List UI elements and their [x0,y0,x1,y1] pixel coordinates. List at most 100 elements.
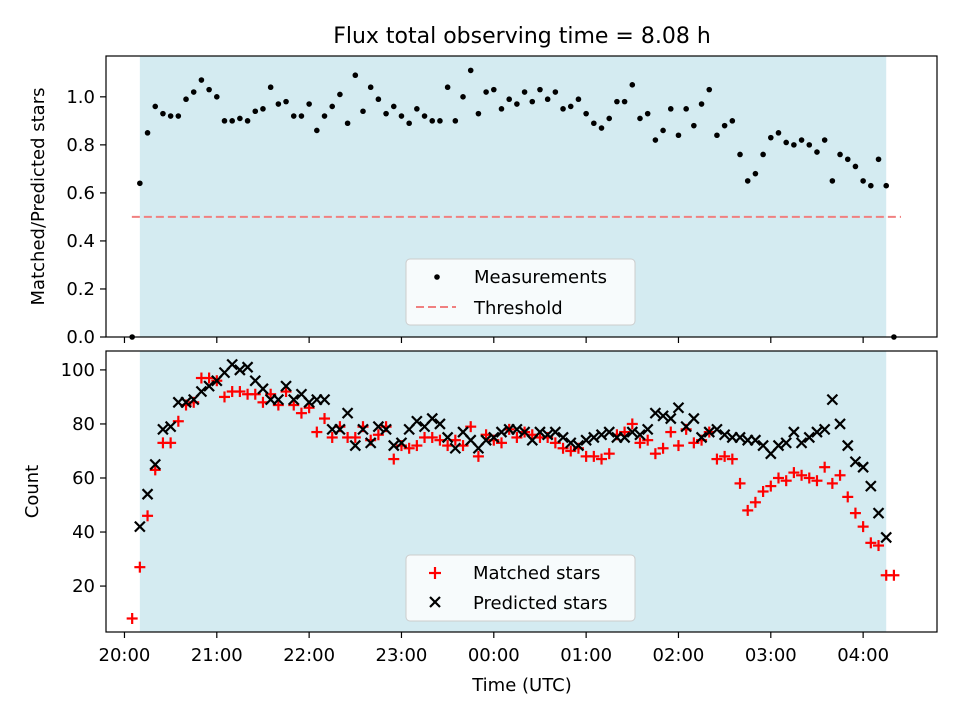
measurement-point [144,130,151,136]
measurement-point [283,98,289,105]
measurement-point [783,139,789,146]
measurement-point [768,134,774,141]
measurement-point [660,127,666,134]
predicted-star-point [387,439,400,452]
bottom-x-axis: 20:00 21:00 22:00 23:00 00:00 01:00 02:00 03:00… [99,632,889,666]
measurement-point [337,91,343,98]
measurement-point [460,94,466,100]
measurement-point [206,86,212,93]
measurement-point [360,108,366,115]
measurement-point [329,103,336,110]
predicted-star-point [695,431,708,444]
measurement-point [560,106,566,112]
matched-star-point [411,440,423,452]
bottom-x-tick-label: 01:00 [560,645,612,666]
matched-star-point [672,440,684,452]
predicted-star-point [203,380,215,392]
predicted-star-point [334,423,346,436]
measurement-point [167,113,174,119]
bottom-y-axis: 20 40 60 80 100 [61,360,106,597]
predicted-star-point [357,423,369,436]
measurement-point [691,122,697,129]
matched-star-point [719,450,731,462]
predicted-star-point [287,393,300,406]
measurement-point [275,101,282,107]
predicted-star-point [495,426,508,438]
matched-star-point [742,504,754,516]
top-x-axis [123,337,864,343]
measurement-point [667,106,674,112]
matched-star-point [634,437,646,449]
matched-star-point [819,461,831,473]
matched-star-point [772,472,784,484]
measurement-point [614,98,620,105]
measurement-point [591,120,597,127]
measurement-point [629,82,636,88]
measurement-point [452,118,459,124]
predicted-star-point [857,461,869,473]
predicted-star-point [580,434,592,446]
legend-matched-label: Matched stars [473,563,600,584]
matched-star-point [734,477,746,489]
measurement-point [529,98,536,105]
predicted-star-point [595,428,608,441]
predicted-star-point [803,431,816,444]
predicted-star-point [134,520,146,533]
measurement-point [775,130,782,136]
measurement-point [137,180,143,187]
matched-star-point [873,540,885,552]
matched-star-point [857,521,869,533]
matched-star-point [311,426,323,438]
measurement-point [683,106,689,112]
predicted-star-point [834,418,846,430]
bottom-x-tick-label: 00:00 [468,645,520,666]
predicted-star-point [588,431,600,444]
measurement-point [429,118,436,124]
matched-star-point [149,464,161,476]
measurement-point [860,178,866,184]
predicted-star-point [164,420,177,433]
predicted-star-point [241,361,254,373]
measurement-point [298,113,305,119]
bottom-y-tick-label: 80 [72,414,95,435]
bottom-y-axis-label: Count [22,465,43,518]
matched-star-point [234,386,246,398]
matched-star-point [826,477,838,489]
predicted-star-point [488,431,500,444]
predicted-star-point [434,418,446,430]
measurement-point [814,149,820,155]
predicted-star-point [180,396,192,409]
measurement-point [637,115,643,122]
bottom-x-axis-label: Time (UTC) [471,675,572,696]
predicted-star-point [649,407,662,419]
predicted-star-point [872,507,885,519]
measurement-point [214,94,220,100]
predicted-star-point [641,423,654,436]
predicted-star-point [318,393,331,406]
predicted-star-point [688,412,700,425]
matched-star-point [596,453,608,465]
matched-star-point [472,450,484,462]
matched-star-point [796,469,808,481]
predicted-star-point [149,458,162,471]
bottom-legend: Matched stars Predicted stars [405,554,636,622]
bottom-x-tick-label: 02:00 [653,645,705,666]
measurement-point [406,120,412,127]
matched-star-point [142,510,154,522]
matched-star-point [849,507,861,519]
predicted-star-point [557,431,569,444]
measurement-point [652,137,659,143]
measurement-point [491,86,497,93]
measurement-point [444,84,451,91]
measurement-point [390,103,397,110]
matched-star-point [603,448,615,460]
predicted-star-point [749,434,762,446]
bottom-x-tick-label: 04:00 [837,645,889,666]
measurement-point [252,108,259,115]
measurement-point [383,110,389,117]
measurement-point [675,132,682,139]
predicted-star-point [303,396,315,409]
predicted-star-point [511,423,523,436]
measurement-point [729,118,736,124]
bottom-panel: 20 40 60 80 100 20:00 21:00 22:00 23:00 00:00 01:… [22,350,938,696]
